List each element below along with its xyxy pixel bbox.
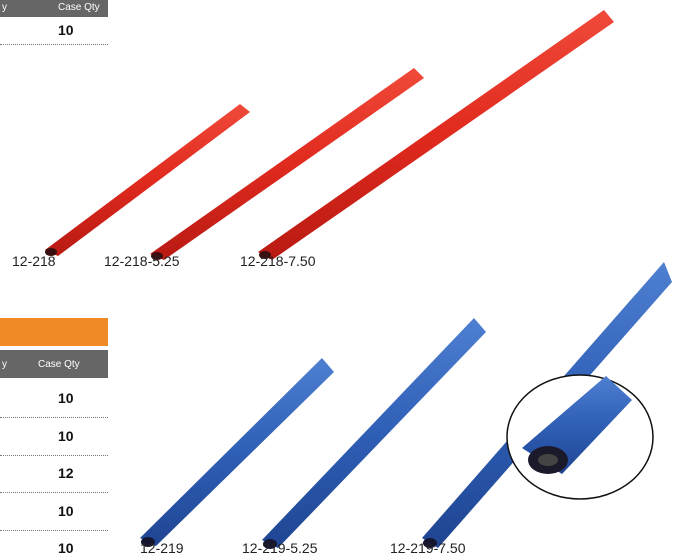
header-cell: y bbox=[2, 2, 7, 13]
row-separator bbox=[0, 417, 108, 418]
table-cell: 10 bbox=[58, 22, 74, 38]
table-cell: 10 bbox=[58, 540, 74, 556]
product-label: 12-218 bbox=[12, 253, 56, 269]
row-separator bbox=[0, 44, 108, 45]
product-label: 12-218-7.50 bbox=[240, 253, 316, 269]
table-cell: 10 bbox=[58, 502, 74, 519]
red-tubes bbox=[45, 10, 614, 260]
header-cell: Case Qty bbox=[38, 359, 80, 370]
orange-bar bbox=[0, 318, 108, 346]
magnifier bbox=[506, 374, 654, 500]
top-header-bar bbox=[0, 0, 108, 17]
row-separator bbox=[0, 492, 108, 493]
row-separator bbox=[0, 454, 108, 456]
table-cell: 10 bbox=[58, 390, 74, 406]
header-cell: Case Qty bbox=[58, 2, 100, 13]
row-separator bbox=[0, 529, 108, 531]
product-label: 12-219 bbox=[140, 540, 184, 556]
table-cell: 10 bbox=[58, 427, 74, 444]
header-cell: y bbox=[2, 359, 7, 370]
product-label: 12-219-7.50 bbox=[390, 540, 466, 556]
product-label: 12-218-5.25 bbox=[104, 253, 180, 269]
table-cell: 12 bbox=[58, 465, 74, 481]
bottom-header-bar bbox=[0, 350, 108, 378]
product-label: 12-219-5.25 bbox=[242, 540, 318, 556]
